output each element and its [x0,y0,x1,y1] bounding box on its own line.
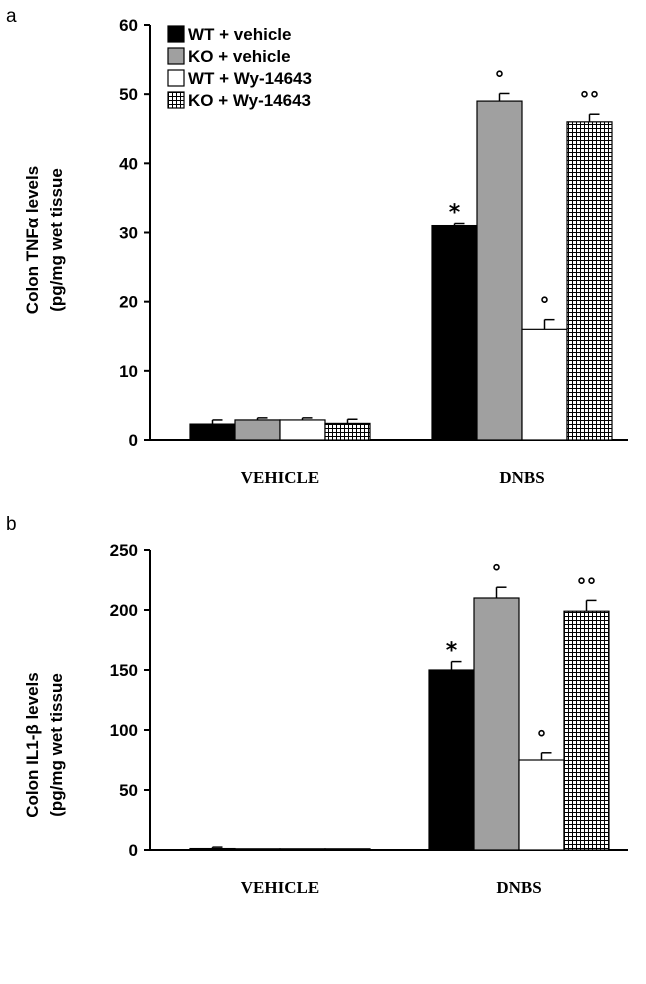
legend-label: WT + vehicle [188,25,291,44]
panel-b-chart: b Colon IL1-β levels (pg/mg wet tissue 0… [6,514,628,897]
panel-a-significance-mark: °° [580,87,600,111]
panel-a-bar [234,419,281,441]
legend-swatch [167,69,185,87]
panel-b-significance-mark: ° [537,726,547,750]
panel-a-bar [431,224,478,441]
legend-label: KO + vehicle [188,47,291,66]
legend-swatch [167,47,185,65]
panel-b-label: b [6,514,17,535]
panel-a-ylabel-line2: (pg/mg wet tissue [47,168,66,312]
panel-a-significance-mark: ° [540,293,550,317]
panel-b-significance-mark: ° [492,560,502,584]
panel-b-ytick-label: 100 [110,721,138,740]
panel-a-ytick-label: 20 [119,293,138,312]
panel-b-ytick-label: 150 [110,661,138,680]
panel-b-bar [324,848,371,851]
panel-a-label: a [6,6,17,27]
panel-b-ylabel-line1: Colon IL1-β levels [23,672,42,817]
panel-a-category-label: VEHICLE [241,468,319,487]
panel-b-bar [563,610,610,851]
panel-a-significance-mark: ° [495,66,505,90]
legend-label: KO + Wy-14643 [188,91,311,110]
panel-a-ytick-label: 30 [119,224,138,243]
panel-a-bar [521,328,568,441]
panel-b-ytick-label: 200 [110,601,138,620]
panel-a-bar [566,121,613,441]
panel-b-ytick-label: 0 [129,841,138,860]
panel-b-ytick-label: 50 [119,781,138,800]
panel-b-significance-mark: °° [577,573,597,597]
legend-label: WT + Wy-14643 [188,69,312,88]
panel-a-ytick-label: 40 [119,154,138,173]
panel-a-chart: a Colon TNFα levels (pg/mg wet tissue 0 1… [6,6,628,487]
panel-b-category-label: DNBS [496,878,541,897]
panel-a-legend: WT + vehicle KO + vehicle WT + Wy-14643 KO … [167,25,312,110]
panel-b-bar [518,759,565,851]
panel-a-ytick-label: 10 [119,362,138,381]
panel-b-bar [428,669,475,851]
panel-a-ytick-label: 0 [129,431,138,450]
panel-b-bar [473,597,520,851]
panel-a-bars: *°°°° [189,66,613,441]
panel-b-ylabel-line2: (pg/mg wet tissue [47,673,66,817]
panel-b-axes: 0 50 100 150 200 250 VEHICLE DNBS [110,541,628,897]
panel-a-category-label: DNBS [499,468,544,487]
panel-b-significance-mark: * [446,639,458,664]
legend-swatch [167,91,185,109]
legend-swatch [167,25,185,43]
panel-a-ytick-label: 60 [119,16,138,35]
panel-a-significance-mark: * [449,201,461,226]
panel-b-bar [279,848,326,851]
panel-a-bar [189,423,236,441]
panel-b-bar [189,847,236,851]
panel-b-category-label: VEHICLE [241,878,319,897]
panel-b-ytick-label: 250 [110,541,138,560]
panel-b-bars: *°°°° [189,560,610,851]
panel-a-bar [279,419,326,441]
panel-a-bar [476,100,523,441]
panel-a-ylabel-line1: Colon TNFα levels [23,166,42,314]
panel-b-bar [234,848,281,851]
panel-a-ytick-label: 50 [119,85,138,104]
panel-a-bar [324,422,371,441]
